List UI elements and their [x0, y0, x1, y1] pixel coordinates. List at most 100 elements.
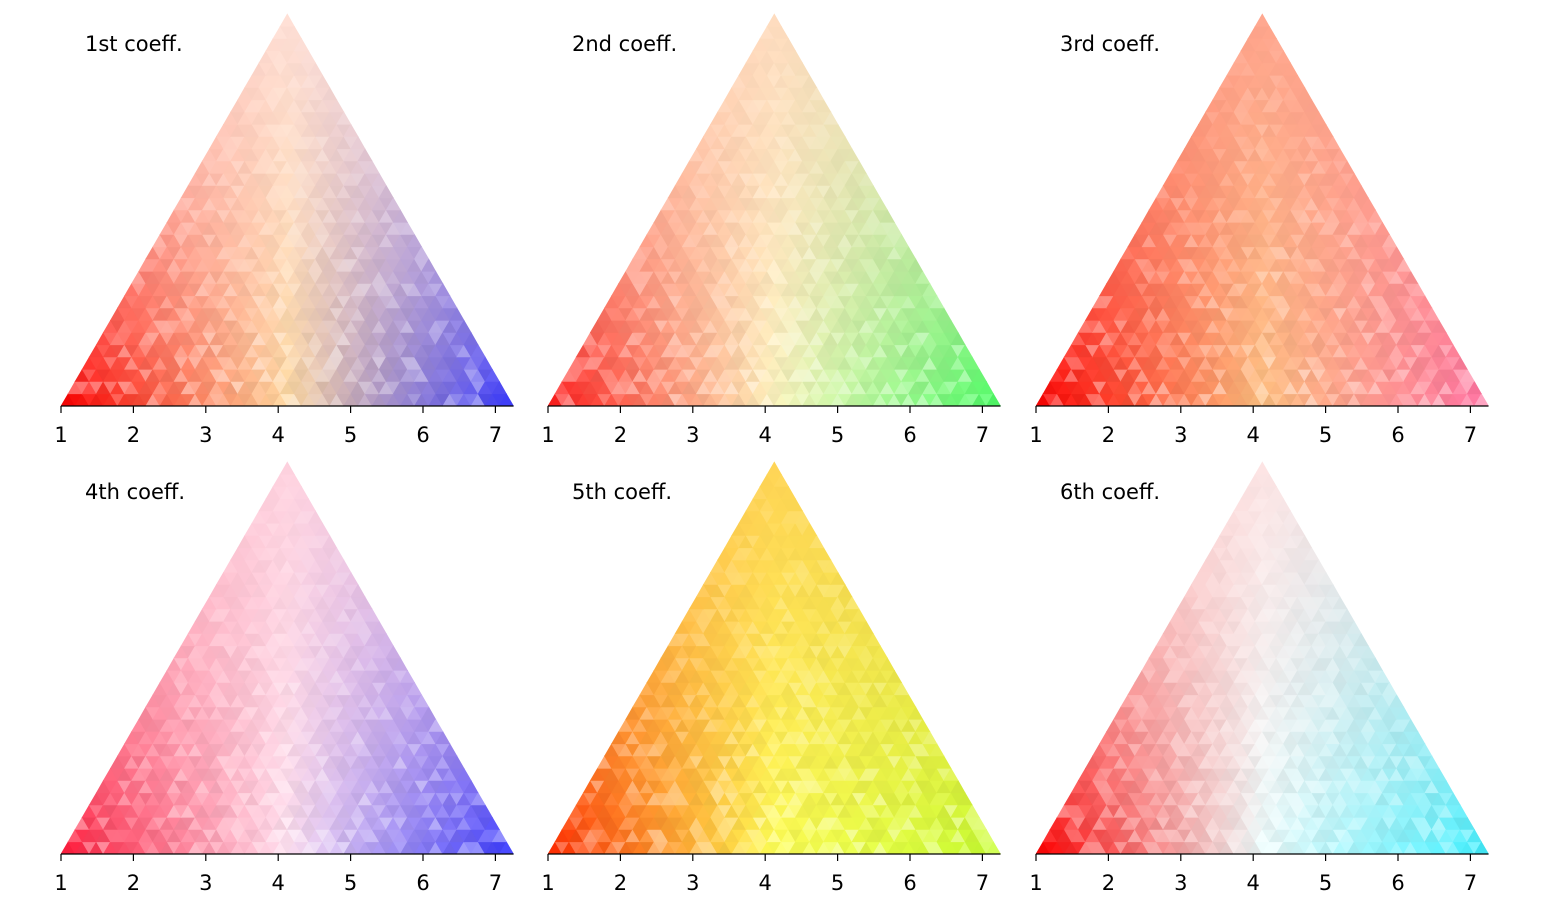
x-tick-label: 5 [831, 423, 844, 447]
x-tick-label: 1 [541, 423, 554, 447]
heatmap-cell [908, 258, 924, 272]
heatmap-cell [830, 123, 846, 137]
x-tick-label: 2 [127, 423, 140, 447]
x-tick-label: 7 [1464, 423, 1477, 447]
heatmap-cell [872, 197, 888, 211]
heatmap-cell [399, 221, 416, 235]
heatmap-cell [915, 270, 931, 284]
x-tick-label: 5 [344, 871, 357, 895]
heatmap-cells [1035, 13, 1490, 407]
heatmap-cell [900, 246, 917, 260]
heatmap-cell [413, 246, 430, 260]
heatmap-cell [371, 172, 387, 186]
heatmap-cell [470, 344, 486, 358]
heatmap-cells [60, 13, 515, 407]
heatmap-cell [385, 197, 401, 211]
heatmap-cell [279, 13, 295, 27]
heatmap-cell [343, 123, 359, 137]
x-tick-label: 5 [1319, 423, 1332, 447]
heatmap-cell [809, 86, 825, 101]
heatmap-cell [816, 99, 832, 113]
panel-title: 1st coeff. [85, 32, 183, 56]
heatmap-cell [477, 356, 493, 370]
x-tick-label: 7 [489, 423, 502, 447]
x-tick-label: 4 [272, 423, 285, 447]
x-tick-label: 6 [416, 871, 429, 895]
heatmap-cell [329, 99, 345, 113]
heatmap-cells [547, 461, 1002, 855]
heatmap-cell [307, 62, 324, 76]
x-tick-label: 6 [903, 423, 916, 447]
heatmap-cell [456, 319, 472, 333]
x-tick-label: 2 [614, 423, 627, 447]
panel-3: 3rd coeff.1 2 3 4 5 6 7 [1029, 13, 1490, 447]
heatmap-cell [766, 13, 782, 27]
heatmap-cell [322, 86, 338, 101]
x-tick-label: 4 [759, 423, 772, 447]
heatmap-cell [491, 380, 507, 395]
heatmap-cell [851, 160, 867, 174]
heatmap-cell [406, 233, 423, 248]
heatmap-cell [922, 282, 938, 297]
heatmap-cell [279, 461, 295, 475]
x-tick-label: 1 [54, 871, 67, 895]
x-tick-label: 6 [1391, 423, 1404, 447]
panel-1: 1st coeff. 1 2 3 4 5 6 7 [54, 13, 515, 447]
x-tick-label: 6 [416, 423, 429, 447]
x-tick-label: 2 [127, 871, 140, 895]
heatmap-cell [801, 74, 818, 88]
heatmap-cell [936, 307, 952, 321]
x-tick-label: 3 [1174, 423, 1187, 447]
heatmap-cells [60, 461, 515, 855]
heatmap-cell [886, 221, 903, 235]
heatmap-cell [428, 270, 444, 284]
x-tick-label: 4 [1247, 423, 1260, 447]
heatmap-cell [350, 135, 366, 150]
x-tick-label: 7 [489, 871, 502, 895]
heatmap-cell [293, 37, 310, 52]
x-tick-label: 4 [272, 871, 285, 895]
heatmap-cell [879, 209, 895, 223]
heatmap-cell [392, 209, 408, 223]
x-tick-label: 3 [199, 871, 212, 895]
heatmap-cell [484, 368, 500, 382]
heatmap-cell [421, 258, 437, 272]
heatmap-cell [978, 380, 994, 395]
heatmap-cell [858, 172, 874, 186]
x-tick-label: 1 [54, 423, 67, 447]
heatmap-cell [964, 356, 980, 370]
panel-title: 2nd coeff. [572, 32, 677, 56]
panel-2: 2nd coeff. 1 2 3 4 5 6 7 [541, 13, 1002, 447]
heatmap-cell [364, 160, 380, 174]
heatmap-cell [300, 50, 317, 64]
panel-5: 5th coeff.1 2 3 4 5 6 7 [541, 461, 1002, 895]
panel-title: 3rd coeff. [1060, 32, 1160, 56]
panel-4: 4th coeff. 1 2 3 4 5 6 7 [54, 461, 515, 895]
heatmap-cell [435, 282, 451, 297]
heatmap-cell [823, 111, 839, 125]
x-tick-label: 5 [344, 423, 357, 447]
heatmap-cell [1254, 13, 1270, 27]
heatmap-cell [449, 307, 465, 321]
x-tick-label: 3 [686, 423, 699, 447]
heatmap-cell [957, 344, 973, 358]
heatmap-cell [442, 295, 458, 309]
heatmap-cell [893, 233, 910, 248]
heatmap-cell [357, 148, 373, 162]
x-tick-label: 1 [1029, 423, 1042, 447]
heatmap-cell [971, 368, 987, 382]
heatmap-cell [929, 295, 945, 309]
heatmap-cell [463, 331, 479, 346]
heatmap-cell [336, 111, 352, 125]
heatmap-cells [547, 13, 1002, 407]
x-tick-label: 3 [199, 423, 212, 447]
heatmap-cell [865, 184, 881, 199]
heatmap-cell [286, 25, 302, 39]
heatmap-cell [950, 331, 966, 346]
panel-title: 4th coeff. [85, 480, 185, 504]
heatmap-cell [943, 319, 959, 333]
heatmap-cell [844, 148, 860, 162]
x-tick-label: 7 [976, 423, 989, 447]
heatmap-cell [794, 62, 811, 76]
